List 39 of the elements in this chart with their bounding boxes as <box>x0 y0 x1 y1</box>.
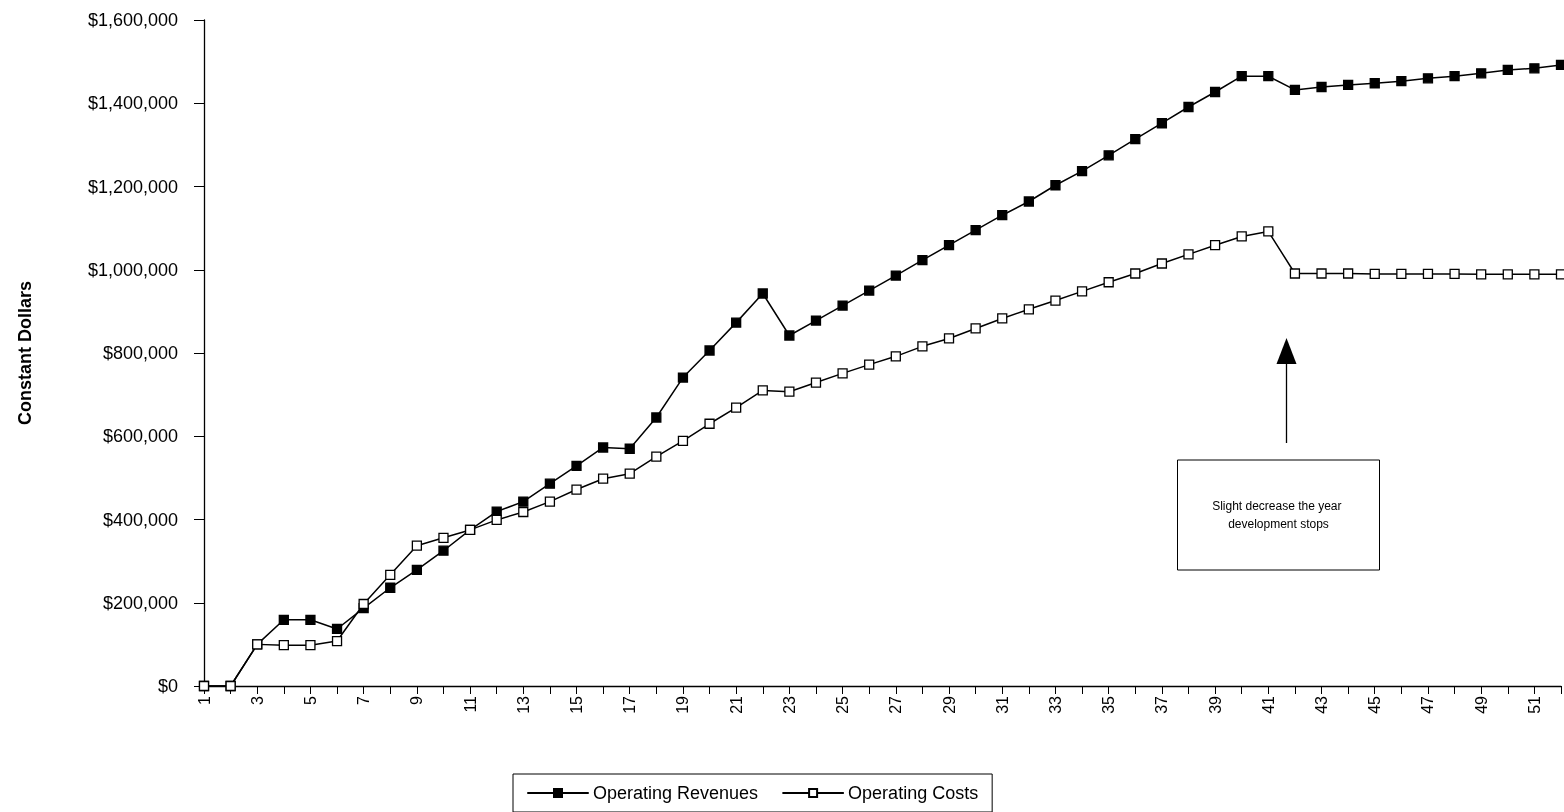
x-tick-label: 27 <box>887 695 905 714</box>
x-tick-label: 21 <box>727 695 745 714</box>
x-tick-label: 39 <box>1206 695 1224 714</box>
y-tick-label: $0 <box>157 676 178 696</box>
x-tick-label: 51 <box>1525 695 1543 714</box>
y-tick-label: $1,600,000 <box>87 10 178 30</box>
x-tick-label: 15 <box>568 695 586 714</box>
y-tick-label: $1,000,000 <box>87 259 178 280</box>
x-tick-label: 47 <box>1419 695 1437 714</box>
y-axis-title: Constant Dollars <box>15 280 35 426</box>
x-tick-label: 29 <box>940 695 958 714</box>
x-tick-label: 7 <box>355 695 373 705</box>
legend-label: Operating Revenues <box>593 783 759 803</box>
x-tick-label: 23 <box>780 695 798 714</box>
x-tick-label: 45 <box>1366 695 1384 714</box>
x-tick-label: 5 <box>301 695 319 705</box>
x-tick-label: 37 <box>1153 695 1171 714</box>
x-tick-label: 41 <box>1259 695 1277 714</box>
x-tick-label: 33 <box>1046 695 1064 714</box>
x-tick-label: 35 <box>1100 695 1118 714</box>
x-tick-label: 19 <box>674 695 692 714</box>
x-tick-label: 3 <box>248 695 266 705</box>
legend-label: Operating Costs <box>848 783 979 803</box>
y-tick-label: $400,000 <box>102 509 178 530</box>
y-tick-label: $1,200,000 <box>87 176 178 197</box>
x-tick-label: 43 <box>1313 695 1331 714</box>
x-tick-label: 11 <box>461 695 479 713</box>
annotation: Slight decrease the year development stops <box>1212 499 1345 531</box>
x-tick-label: 31 <box>993 695 1011 714</box>
x-tick-label: 9 <box>408 695 426 705</box>
y-tick-label: $1,400,000 <box>87 93 178 114</box>
y-tick-label: $600,000 <box>102 426 178 447</box>
x-tick-label: 17 <box>621 695 639 714</box>
y-tick-label: $200,000 <box>102 592 178 613</box>
x-tick-label: 1 <box>195 695 213 705</box>
x-tick-label: 13 <box>514 695 532 714</box>
x-tick-label: 25 <box>834 695 852 714</box>
y-tick-label: $800,000 <box>102 343 178 363</box>
x-tick-label: 49 <box>1472 695 1490 714</box>
